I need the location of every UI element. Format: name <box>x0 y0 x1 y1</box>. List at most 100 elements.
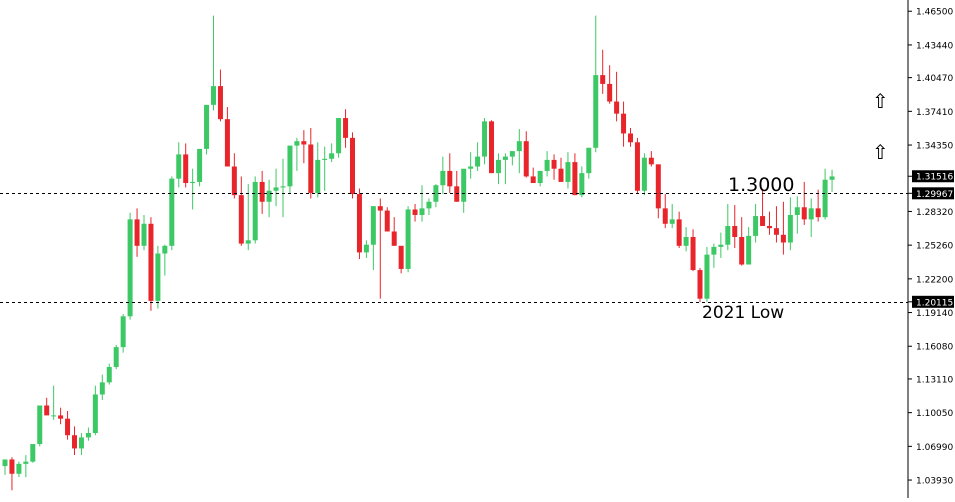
bearish-candle-body <box>134 219 140 246</box>
bearish-candle-body <box>412 209 418 215</box>
bullish-candle-body <box>99 382 105 395</box>
bearish-candle-body <box>607 83 613 102</box>
bullish-candle-body <box>426 201 432 209</box>
candle <box>343 109 349 148</box>
candle <box>273 168 279 207</box>
bullish-candle-body <box>641 157 647 191</box>
candle <box>711 243 717 268</box>
candle <box>141 214 147 251</box>
bullish-candle-body <box>266 190 272 202</box>
bullish-candle-body <box>822 179 828 218</box>
candle <box>628 127 633 147</box>
candle <box>204 104 210 155</box>
price-label-box <box>912 295 954 308</box>
bearish-candle-body <box>739 236 745 265</box>
candle <box>440 156 446 195</box>
y-tick-label: 1.34350 <box>916 142 953 152</box>
candle <box>65 410 71 440</box>
y-tick-label: 1.29967 <box>916 190 953 200</box>
candles-layer <box>2 15 835 491</box>
bearish-candle-body <box>558 168 564 182</box>
bullish-candle-body <box>162 245 168 254</box>
y-tick-label: 1.03930 <box>916 477 953 487</box>
bullish-candle-body <box>30 444 36 462</box>
bearish-candle-body <box>224 119 230 167</box>
bullish-candle-body <box>294 141 300 146</box>
candle <box>169 176 175 251</box>
bearish-candle-body <box>773 228 779 235</box>
candle <box>537 170 543 187</box>
levels-layer <box>0 193 908 303</box>
candle <box>99 374 105 400</box>
candle <box>669 203 675 229</box>
bearish-candle-body <box>489 121 494 174</box>
candle <box>412 203 418 222</box>
y-tick-label: 1.13110 <box>916 375 953 385</box>
candle <box>44 397 50 416</box>
bullish-candle-body <box>502 156 508 160</box>
candle <box>356 188 362 260</box>
candle <box>530 167 536 184</box>
candle <box>551 154 557 180</box>
candle <box>190 168 196 210</box>
bullish-candle-body <box>51 415 57 417</box>
candle <box>259 170 265 214</box>
bearish-candle-body <box>308 144 314 193</box>
bullish-candle-body <box>509 151 515 157</box>
bearish-candle-body <box>217 86 223 120</box>
bullish-candle-body <box>363 244 369 253</box>
candle <box>641 153 647 196</box>
bullish-candle-body <box>315 159 321 193</box>
candle <box>579 166 585 198</box>
bullish-candle-body <box>704 254 710 299</box>
candle <box>113 344 119 370</box>
candle <box>697 267 703 302</box>
bearish-candle-body <box>551 159 557 169</box>
candle <box>322 146 328 191</box>
y-tick-label: 1.37410 <box>916 108 953 118</box>
bearish-candle-body <box>377 206 383 211</box>
candle <box>454 170 460 202</box>
bullish-candle-body <box>495 159 501 174</box>
bearish-candle-body <box>238 195 244 244</box>
bullish-candle-body <box>725 225 731 245</box>
bullish-candle-body <box>113 347 119 367</box>
candle <box>732 205 738 249</box>
candle <box>718 232 724 258</box>
bullish-candle-body <box>683 236 689 246</box>
bearish-candle-body <box>621 113 627 134</box>
bullish-candle-body <box>370 206 376 245</box>
bearish-candle-body <box>760 216 766 226</box>
bearish-candle-body <box>690 236 696 271</box>
candle <box>648 151 654 167</box>
candle <box>106 363 112 385</box>
candle <box>739 217 745 266</box>
bearish-candle-body <box>530 176 536 184</box>
bearish-candle-body <box>628 133 633 143</box>
up-arrow-icon: ⇧ <box>872 89 889 113</box>
bearish-candle-body <box>454 186 460 202</box>
candle <box>363 240 369 258</box>
bearish-candle-body <box>65 418 71 436</box>
candle <box>245 184 251 251</box>
candle <box>92 385 98 436</box>
candle <box>405 206 411 273</box>
price-label-box <box>912 170 954 183</box>
candle <box>683 227 689 252</box>
bullish-candle-body <box>155 253 161 301</box>
bearish-candle-body <box>447 170 453 187</box>
candle <box>815 189 821 222</box>
candle <box>384 207 390 232</box>
annotation-2021-low: 2021 Low <box>702 303 784 323</box>
candle <box>600 49 606 94</box>
candle <box>183 143 189 188</box>
candle <box>398 245 404 274</box>
bullish-candle-body <box>120 316 126 348</box>
candle <box>787 197 793 251</box>
candle <box>30 444 36 463</box>
candle <box>419 185 425 222</box>
candle <box>162 244 168 276</box>
candle <box>558 157 564 182</box>
bearish-candle-body <box>58 415 64 419</box>
